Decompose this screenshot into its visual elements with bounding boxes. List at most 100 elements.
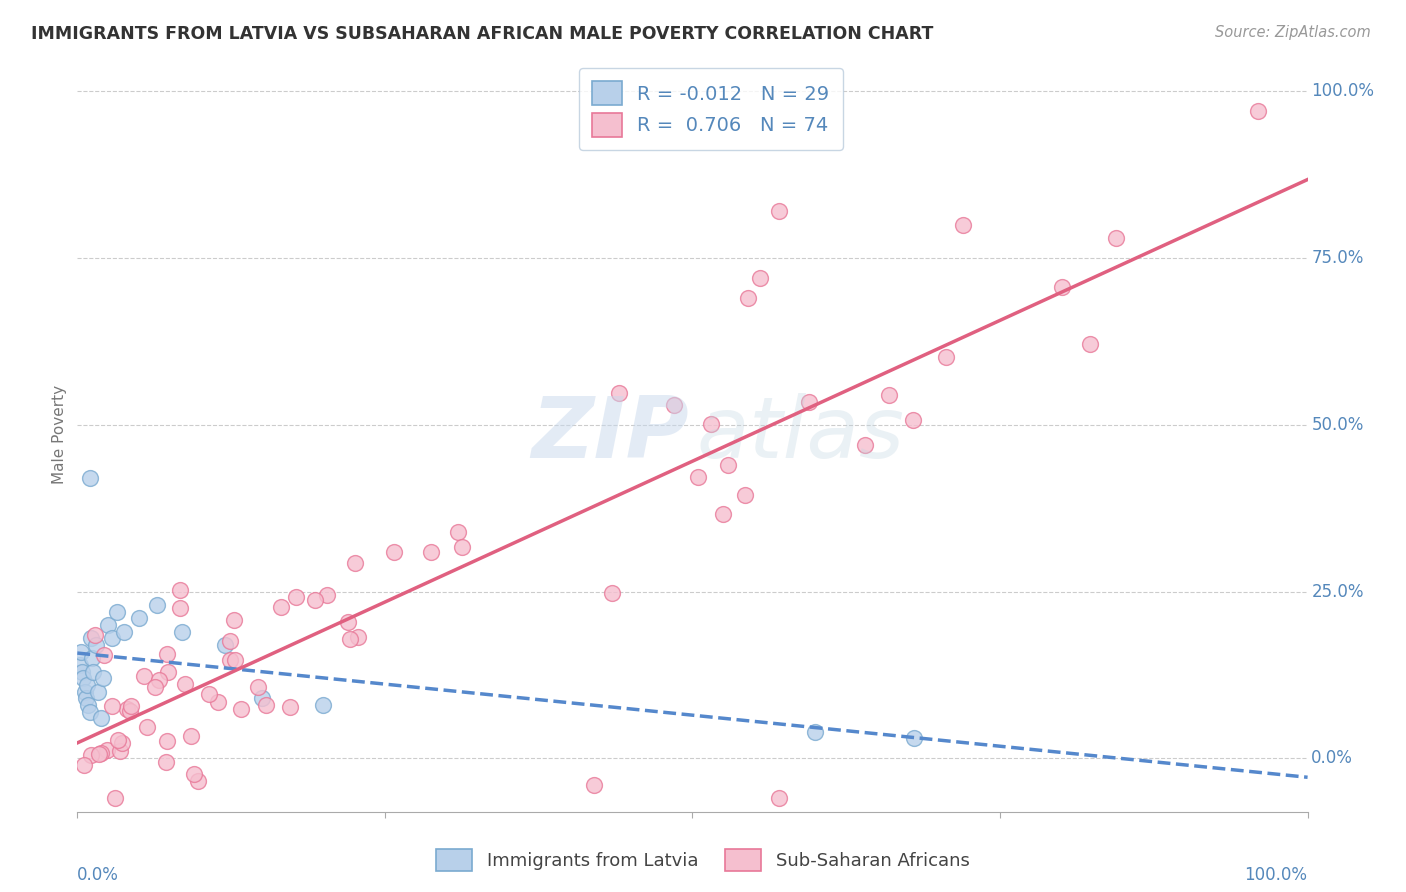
Point [75,691,97,706]
Point [218,633,240,648]
Text: ZIP: ZIP [531,393,689,476]
Point [134,669,156,683]
Point [169,600,191,615]
Point [183,767,205,781]
Text: 0.0%: 0.0% [1312,749,1353,767]
Point [173,677,195,691]
Point [73,684,96,698]
Point [82,665,104,679]
Point [120,705,142,719]
Point [91,671,114,685]
Point [97,618,120,632]
Point [278,699,301,714]
Point [207,695,229,709]
Text: 100.0%: 100.0% [1312,82,1374,100]
Point [600,585,623,599]
Point [169,583,191,598]
Point [128,611,150,625]
Point [734,488,756,502]
Point [1078,337,1101,351]
Point [346,630,368,644]
Point [877,388,900,402]
Point [903,731,925,746]
Point [247,681,270,695]
Point [270,599,292,614]
Point [337,615,360,630]
Point [72,671,94,685]
Point [1105,230,1128,244]
Point [344,556,367,570]
Point [87,684,110,698]
Point [156,647,179,661]
Point [315,588,337,602]
Point [107,733,129,747]
Point [157,665,180,680]
Point [120,699,142,714]
Point [180,729,202,743]
Text: Source: ZipAtlas.com: Source: ZipAtlas.com [1215,25,1371,40]
Legend: Immigrants from Latvia, Sub-Saharan Africans: Immigrants from Latvia, Sub-Saharan Afri… [429,842,977,879]
Point [146,598,169,612]
Point [79,705,101,719]
Point [420,545,443,559]
Y-axis label: Male Poverty: Male Poverty [52,385,67,484]
Point [583,778,606,792]
Point [749,271,772,285]
Point [607,386,630,401]
Point [662,398,685,412]
Point [218,653,240,667]
Point [77,698,100,712]
Point [110,744,132,758]
Text: IMMIGRANTS FROM LATVIA VS SUBSAHARAN AFRICAN MALE POVERTY CORRELATION CHART: IMMIGRANTS FROM LATVIA VS SUBSAHARAN AFR… [31,25,934,43]
Point [76,678,98,692]
Point [155,756,177,770]
Point [90,711,112,725]
Point [285,590,308,604]
Point [112,624,135,639]
Text: 25.0%: 25.0% [1312,582,1364,600]
Point [254,698,277,712]
Point [224,653,246,667]
Point [96,743,118,757]
Text: 75.0%: 75.0% [1312,249,1364,267]
Point [717,458,740,473]
Text: 50.0%: 50.0% [1312,416,1364,434]
Point [903,413,925,427]
Point [853,438,876,452]
Text: 100.0%: 100.0% [1244,866,1308,884]
Text: 0.0%: 0.0% [77,866,120,884]
Point [156,734,179,748]
Point [69,657,91,672]
Point [143,680,166,694]
Point [229,702,252,716]
Point [82,651,104,665]
Point [148,673,170,687]
Point [700,417,723,432]
Point [382,545,405,559]
Point [84,638,107,652]
Legend: R = -0.012   N = 29, R =  0.706   N = 74: R = -0.012 N = 29, R = 0.706 N = 74 [579,68,844,150]
Point [450,540,472,554]
Point [73,757,96,772]
Point [87,747,110,762]
Point [84,628,107,642]
Point [104,791,127,805]
Point [80,632,103,646]
Point [768,791,790,805]
Point [70,665,93,679]
Point [115,701,138,715]
Text: atlas: atlas [696,393,904,476]
Point [136,720,159,734]
Point [804,724,827,739]
Point [100,698,122,713]
Point [737,291,759,305]
Point [935,351,957,365]
Point [1052,280,1074,294]
Point [711,507,734,521]
Point [768,204,790,219]
Point [89,746,111,760]
Point [688,469,710,483]
Point [1247,104,1270,119]
Point [214,638,236,652]
Point [70,645,93,659]
